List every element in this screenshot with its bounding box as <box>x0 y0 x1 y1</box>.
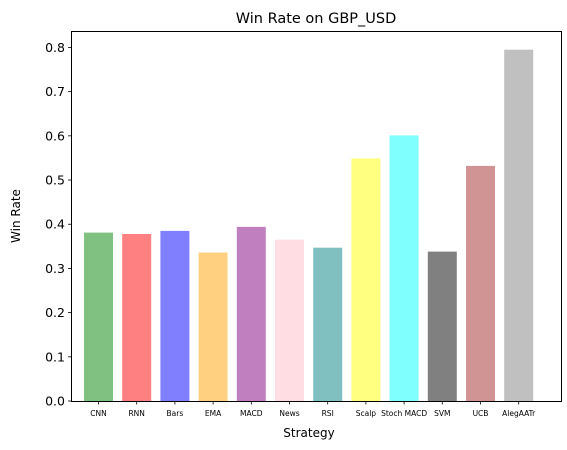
x-tick-label: RSI <box>322 409 334 418</box>
bar-bars <box>160 230 190 401</box>
y-tick-label: 0.5 <box>45 173 65 188</box>
bar-ucb <box>466 165 495 401</box>
bar-alegaatr <box>504 49 534 401</box>
bar-macd <box>236 226 266 401</box>
bar-scalp <box>351 158 381 401</box>
x-tick-label: News <box>279 409 299 418</box>
y-tick-label: 0.4 <box>45 217 65 232</box>
y-tick-label: 0.3 <box>45 261 65 276</box>
bar-ema <box>198 252 228 401</box>
x-axis-label: Strategy <box>283 426 334 440</box>
y-tick-label: 0.2 <box>45 305 65 320</box>
x-tick-label: UCB <box>473 409 489 418</box>
bar-rsi <box>313 247 343 401</box>
x-tick-label: Scalp <box>356 409 377 418</box>
y-tick-label: 0.8 <box>45 40 65 55</box>
x-tick-label: EMA <box>205 409 222 418</box>
x-axis-ticks: CNN RNN Bars EMA MACD News RSI Scalp Stoch MACD S… <box>90 401 536 418</box>
y-tick-label: 0.7 <box>45 84 65 99</box>
bar-cnn <box>84 232 113 401</box>
x-tick-label: MACD <box>240 409 263 418</box>
bar-news <box>275 239 304 401</box>
x-tick-label: CNN <box>90 409 106 418</box>
y-tick-label: 0.0 <box>45 394 65 409</box>
plot-frame <box>71 31 562 402</box>
y-axis-ticks: 0.0 0.1 0.2 0.3 0.4 0.5 0.6 0.7 0.8 <box>45 40 72 409</box>
bar-svm <box>427 251 457 401</box>
x-tick-label: AlegAATr <box>502 409 536 418</box>
y-axis-label: Win Rate <box>9 189 23 243</box>
x-tick-label: SVM <box>434 409 450 418</box>
x-tick-label: RNN <box>128 409 144 418</box>
bar-rnn <box>122 234 152 401</box>
x-tick-label: Bars <box>167 409 184 418</box>
bar-stoch-macd <box>389 135 419 401</box>
y-tick-label: 0.6 <box>45 128 65 143</box>
chart-title: Win Rate on GBP_USD <box>236 11 397 27</box>
x-tick-label: Stoch MACD <box>381 409 427 418</box>
y-tick-label: 0.1 <box>45 349 65 364</box>
bars-group <box>84 49 534 401</box>
